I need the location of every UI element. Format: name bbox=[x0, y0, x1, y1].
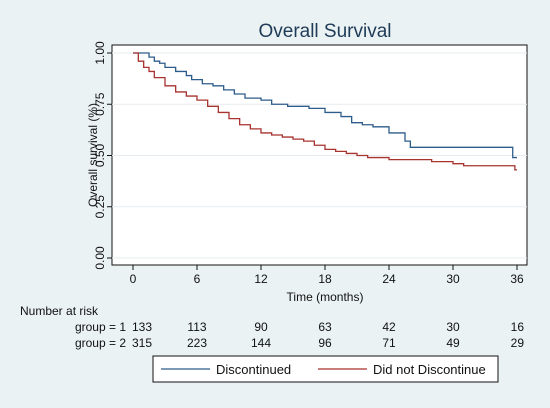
risk-count: 144 bbox=[251, 336, 271, 350]
series-lines bbox=[133, 52, 517, 171]
gridlines bbox=[112, 52, 527, 259]
risk-row-label: group = 2 bbox=[75, 336, 126, 350]
legend-label-discontinued: Discontinued bbox=[216, 362, 291, 377]
risk-count: 16 bbox=[511, 320, 525, 334]
x-tick-label: 0 bbox=[130, 272, 137, 286]
risk-count: 30 bbox=[446, 320, 460, 334]
risk-table: Number at risk group = 1 133 113 90 63 42 30 16… bbox=[20, 304, 524, 350]
legend-label-did-not-discontinue: Did not Discontinue bbox=[373, 362, 486, 377]
y-tick-label: 0.25 bbox=[93, 195, 107, 219]
risk-count: 96 bbox=[318, 336, 332, 350]
risk-count: 90 bbox=[254, 320, 268, 334]
axes: 0.00 0.25 0.50 0.75 1.00 0 6 12 18 24 30 36 bbox=[93, 41, 524, 286]
y-tick-label: 1.00 bbox=[93, 41, 107, 65]
x-tick-label: 24 bbox=[382, 272, 396, 286]
series-line-discontinued bbox=[133, 52, 517, 159]
risk-row-label: group = 1 bbox=[75, 320, 126, 334]
x-tick-label: 18 bbox=[318, 272, 332, 286]
x-axis-label: Time (months) bbox=[287, 290, 364, 304]
risk-count: 63 bbox=[318, 320, 332, 334]
risk-count: 113 bbox=[187, 320, 206, 334]
chart-title: Overall Survival bbox=[258, 21, 391, 42]
risk-table-title: Number at risk bbox=[20, 304, 99, 318]
y-axis-label: Overall survival (%) bbox=[86, 103, 100, 207]
x-tick-label: 30 bbox=[446, 272, 460, 286]
risk-count: 71 bbox=[382, 336, 396, 350]
y-tick-label: 0.75 bbox=[93, 92, 107, 116]
x-tick-label: 36 bbox=[510, 272, 524, 286]
risk-count: 49 bbox=[446, 336, 460, 350]
legend: Discontinued Did not Discontinue bbox=[152, 355, 499, 383]
series-line-did-not-discontinue bbox=[133, 52, 517, 171]
y-tick-label: 0.50 bbox=[93, 143, 107, 167]
x-tick-label: 12 bbox=[254, 272, 268, 286]
risk-count: 29 bbox=[511, 336, 525, 350]
risk-count: 42 bbox=[382, 320, 396, 334]
risk-count: 133 bbox=[132, 320, 152, 334]
risk-count: 315 bbox=[132, 336, 152, 350]
risk-count: 223 bbox=[187, 336, 207, 350]
y-tick-label: 0.00 bbox=[93, 246, 107, 270]
x-tick-label: 6 bbox=[194, 272, 201, 286]
